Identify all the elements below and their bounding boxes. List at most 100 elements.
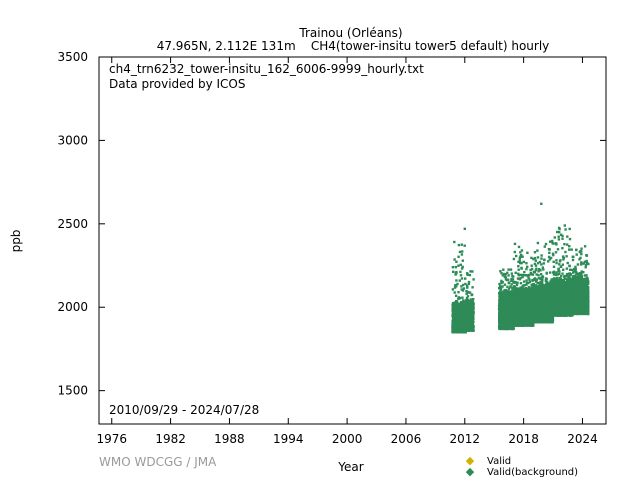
data-point bbox=[505, 291, 508, 295]
data-point bbox=[524, 302, 527, 305]
data-point bbox=[454, 312, 457, 315]
data-point bbox=[513, 303, 517, 306]
data-point bbox=[460, 307, 464, 310]
data-point bbox=[510, 297, 514, 300]
data-point bbox=[500, 272, 503, 275]
data-point bbox=[464, 319, 468, 322]
data-point bbox=[468, 302, 471, 305]
data-point bbox=[502, 304, 506, 307]
data-point bbox=[461, 317, 465, 320]
data-point bbox=[523, 295, 526, 298]
data-point bbox=[526, 265, 529, 268]
data-point bbox=[520, 261, 523, 265]
data-point bbox=[500, 316, 503, 319]
data-point bbox=[524, 312, 528, 315]
data-point bbox=[501, 319, 505, 323]
data-point bbox=[529, 293, 532, 296]
data-point bbox=[506, 271, 509, 274]
data-point bbox=[469, 310, 472, 313]
data-point bbox=[520, 266, 523, 270]
data-point bbox=[532, 257, 535, 261]
data-points bbox=[451, 202, 590, 334]
data-point bbox=[451, 301, 455, 305]
data-point bbox=[457, 291, 460, 294]
data-point bbox=[503, 319, 507, 323]
data-point bbox=[466, 321, 469, 325]
data-point bbox=[525, 279, 528, 282]
data-point bbox=[526, 323, 529, 327]
data-point bbox=[518, 278, 521, 281]
data-point bbox=[504, 309, 507, 312]
data-point bbox=[454, 329, 458, 332]
data-point bbox=[549, 240, 552, 243]
data-point bbox=[523, 307, 526, 310]
data-point bbox=[461, 289, 465, 292]
data-point bbox=[526, 251, 529, 254]
data-point bbox=[454, 314, 458, 318]
data-point bbox=[509, 268, 513, 271]
data-point bbox=[507, 268, 510, 271]
data-point bbox=[511, 302, 514, 305]
data-point bbox=[536, 281, 539, 285]
data-point bbox=[455, 300, 458, 303]
data-point bbox=[519, 316, 522, 320]
data-point bbox=[454, 284, 458, 287]
data-point bbox=[462, 324, 465, 327]
data-point bbox=[471, 312, 475, 316]
data-point bbox=[537, 270, 540, 273]
data-point bbox=[517, 265, 520, 268]
data-point bbox=[501, 274, 504, 277]
data-point bbox=[519, 251, 522, 254]
data-point bbox=[517, 268, 520, 271]
data-point bbox=[455, 308, 459, 311]
data-point bbox=[469, 325, 472, 328]
data-point bbox=[520, 308, 523, 312]
data-point bbox=[539, 297, 542, 300]
data-point bbox=[510, 279, 513, 283]
data-point bbox=[539, 269, 542, 272]
data-point bbox=[510, 277, 513, 281]
data-point bbox=[510, 308, 514, 312]
data-point bbox=[543, 290, 546, 293]
data-point bbox=[469, 301, 473, 305]
data-point bbox=[515, 254, 518, 258]
data-point bbox=[498, 327, 502, 330]
data-point bbox=[532, 299, 535, 302]
data-point bbox=[518, 257, 521, 260]
data-point bbox=[457, 297, 460, 300]
data-point bbox=[535, 273, 538, 276]
data-point bbox=[503, 275, 506, 278]
data-point bbox=[519, 255, 522, 259]
data-point bbox=[506, 307, 509, 310]
data-point bbox=[508, 322, 511, 325]
data-point bbox=[515, 295, 519, 298]
data-point bbox=[519, 282, 523, 285]
data-point bbox=[452, 323, 456, 326]
chart-subtitle: 47.965N, 2.112E 131m CH4(tower-insitu to… bbox=[157, 39, 550, 53]
data-point bbox=[521, 314, 524, 317]
data-point bbox=[472, 298, 475, 301]
data-point bbox=[453, 327, 456, 330]
data-point bbox=[462, 303, 466, 307]
data-point bbox=[509, 300, 512, 304]
data-point bbox=[525, 283, 528, 286]
data-point bbox=[458, 323, 462, 327]
data-point bbox=[523, 289, 527, 292]
data-point bbox=[538, 268, 541, 271]
data-point bbox=[507, 287, 511, 290]
data-point bbox=[456, 319, 459, 322]
data-point bbox=[457, 243, 461, 247]
data-point bbox=[522, 321, 525, 324]
data-point bbox=[452, 315, 456, 318]
data-point bbox=[469, 298, 472, 301]
data-point bbox=[519, 295, 522, 299]
data-point bbox=[519, 304, 522, 308]
data-point bbox=[502, 293, 505, 296]
data-point bbox=[502, 297, 505, 300]
data-point bbox=[460, 277, 464, 280]
data-point bbox=[464, 307, 467, 310]
data-point bbox=[513, 300, 516, 303]
data-point bbox=[529, 268, 532, 272]
data-point bbox=[467, 308, 470, 311]
data-point bbox=[453, 258, 456, 261]
